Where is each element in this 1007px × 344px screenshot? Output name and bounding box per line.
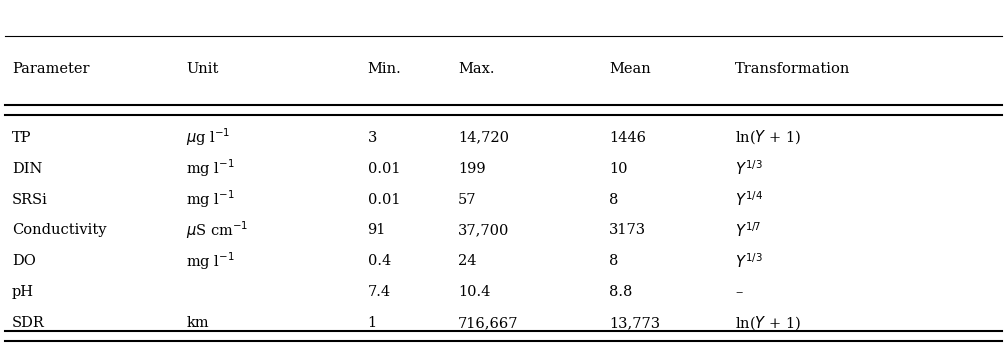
Text: DIN: DIN bbox=[12, 162, 42, 175]
Text: Max.: Max. bbox=[458, 62, 494, 76]
Text: DO: DO bbox=[12, 255, 36, 268]
Text: 8.8: 8.8 bbox=[609, 286, 632, 299]
Text: mg l$^{-1}$: mg l$^{-1}$ bbox=[186, 250, 235, 272]
Text: mg l$^{-1}$: mg l$^{-1}$ bbox=[186, 158, 235, 180]
Text: Min.: Min. bbox=[368, 62, 402, 76]
Text: Parameter: Parameter bbox=[12, 62, 90, 76]
Text: mg l$^{-1}$: mg l$^{-1}$ bbox=[186, 189, 235, 211]
Text: 1: 1 bbox=[368, 316, 377, 330]
Text: $\mu$S cm$^{-1}$: $\mu$S cm$^{-1}$ bbox=[186, 219, 249, 241]
Text: $\mu$g l$^{-1}$: $\mu$g l$^{-1}$ bbox=[186, 127, 231, 149]
Text: ln($Y$ + 1): ln($Y$ + 1) bbox=[735, 314, 802, 332]
Text: $Y^{1/3}$: $Y^{1/3}$ bbox=[735, 159, 762, 178]
Text: 57: 57 bbox=[458, 193, 476, 206]
Text: 0.01: 0.01 bbox=[368, 162, 400, 175]
Text: SRSi: SRSi bbox=[12, 193, 48, 206]
Text: 14,720: 14,720 bbox=[458, 131, 510, 144]
Text: TP: TP bbox=[12, 131, 31, 144]
Text: $Y^{1/3}$: $Y^{1/3}$ bbox=[735, 252, 762, 271]
Text: 0.4: 0.4 bbox=[368, 255, 391, 268]
Text: 37,700: 37,700 bbox=[458, 224, 510, 237]
Text: $Y^{1/7}$: $Y^{1/7}$ bbox=[735, 221, 761, 240]
Text: Mean: Mean bbox=[609, 62, 651, 76]
Text: SDR: SDR bbox=[12, 316, 45, 330]
Text: Transformation: Transformation bbox=[735, 62, 851, 76]
Text: 1446: 1446 bbox=[609, 131, 646, 144]
Text: 3: 3 bbox=[368, 131, 377, 144]
Text: 10.4: 10.4 bbox=[458, 286, 490, 299]
Text: 7.4: 7.4 bbox=[368, 286, 391, 299]
Text: $Y^{1/4}$: $Y^{1/4}$ bbox=[735, 190, 763, 209]
Text: 91: 91 bbox=[368, 224, 386, 237]
Text: 716,667: 716,667 bbox=[458, 316, 519, 330]
Text: pH: pH bbox=[12, 286, 34, 299]
Text: Conductivity: Conductivity bbox=[12, 224, 107, 237]
Text: 0.01: 0.01 bbox=[368, 193, 400, 206]
Text: 13,773: 13,773 bbox=[609, 316, 661, 330]
Text: 10: 10 bbox=[609, 162, 627, 175]
Text: 199: 199 bbox=[458, 162, 485, 175]
Text: 24: 24 bbox=[458, 255, 476, 268]
Text: 8: 8 bbox=[609, 255, 618, 268]
Text: km: km bbox=[186, 316, 208, 330]
Text: 8: 8 bbox=[609, 193, 618, 206]
Text: ln($Y$ + 1): ln($Y$ + 1) bbox=[735, 129, 802, 147]
Text: 3173: 3173 bbox=[609, 224, 646, 237]
Text: –: – bbox=[735, 286, 742, 299]
Text: Unit: Unit bbox=[186, 62, 219, 76]
